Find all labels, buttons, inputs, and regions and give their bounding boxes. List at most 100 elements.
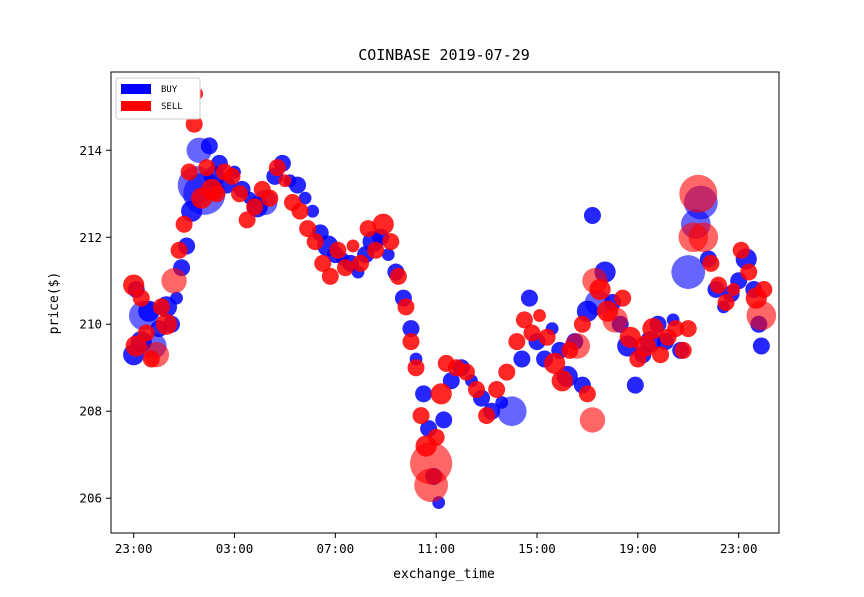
sell-point	[137, 324, 155, 342]
sell-point	[614, 289, 632, 307]
sell-point	[268, 159, 286, 177]
sell-point	[710, 276, 728, 294]
legend: BUY SELL	[115, 77, 201, 120]
x-tick-label: 11:00	[417, 541, 455, 556]
sell-point	[578, 385, 596, 403]
sell-point	[579, 407, 606, 433]
sell-point	[430, 383, 452, 405]
buy-point	[520, 289, 538, 307]
sell-point	[175, 215, 193, 233]
sell-point	[679, 320, 697, 338]
sell-point	[508, 333, 526, 351]
sell-point	[589, 278, 611, 301]
sell-point	[740, 263, 758, 281]
sell-point	[299, 220, 317, 238]
x-axis-label: exchange_time	[393, 567, 495, 582]
x-tick-label: 19:00	[619, 541, 657, 556]
sell-point	[478, 407, 496, 425]
sell-point	[346, 239, 360, 253]
sell-point	[382, 233, 400, 251]
buy-point	[513, 350, 531, 368]
sell-point	[132, 289, 150, 307]
sell-point	[667, 320, 685, 338]
sell-point	[755, 280, 773, 298]
sell-point	[198, 159, 216, 177]
legend-label-buy: BUY	[161, 85, 178, 95]
sell-point	[679, 174, 718, 213]
sell-point	[152, 298, 170, 316]
y-axis: 206 208 210 212 214	[79, 143, 111, 506]
sell-point	[367, 241, 385, 259]
sell-point	[515, 311, 533, 329]
sell-point	[732, 241, 750, 259]
sell-point	[261, 189, 279, 207]
sell-point	[573, 315, 591, 333]
sell-point	[238, 211, 256, 229]
sell-point	[544, 352, 566, 374]
buy-point	[626, 376, 644, 394]
sell-point	[727, 283, 741, 296]
sell-point	[161, 268, 187, 294]
sell-point	[402, 333, 420, 351]
buy-point	[415, 385, 433, 403]
buy-point	[381, 248, 395, 262]
sell-point	[359, 220, 377, 238]
sell-point	[142, 350, 160, 368]
sell-point	[278, 174, 292, 188]
buy-point	[402, 320, 420, 338]
buy-point	[671, 255, 706, 289]
sell-point	[407, 359, 425, 377]
sell-point	[717, 294, 735, 311]
sell-point	[561, 341, 579, 359]
buy-point	[170, 291, 183, 305]
sell-point	[180, 163, 198, 181]
x-axis: 23:00 03:00 07:00 11:00 15:00 19:00 23:00	[115, 533, 758, 556]
sell-point	[688, 222, 719, 253]
sell-point	[629, 350, 647, 368]
buy-point	[583, 207, 601, 225]
x-tick-label: 07:00	[317, 541, 355, 556]
sell-point	[185, 115, 203, 133]
sell-point	[488, 380, 506, 398]
buy-point	[306, 204, 320, 218]
sell-point	[702, 254, 720, 272]
buy-point	[200, 137, 218, 155]
sell-point	[468, 380, 486, 398]
sell-point	[231, 185, 249, 203]
sell-point	[498, 363, 516, 381]
plot-frame	[110, 71, 780, 534]
sell-point	[389, 267, 407, 285]
sell-point	[306, 233, 324, 251]
sell-point	[329, 241, 347, 259]
sell-point	[291, 202, 309, 220]
x-tick-label: 15:00	[518, 541, 556, 556]
sell-point	[170, 241, 188, 259]
buy-point	[435, 411, 453, 429]
sell-point	[155, 313, 178, 335]
sell-point	[246, 198, 264, 216]
x-tick-label: 03:00	[216, 541, 254, 556]
y-tick-label: 212	[79, 230, 102, 245]
sell-point	[523, 324, 541, 342]
buy-point	[495, 396, 509, 409]
sell-point	[321, 267, 339, 285]
sell-series	[123, 87, 777, 503]
sell-point	[397, 298, 415, 316]
x-tick-label: 23:00	[720, 541, 758, 556]
sell-point	[551, 370, 573, 392]
legend-swatch-sell	[121, 101, 151, 111]
sell-point	[336, 259, 354, 277]
buy-point	[298, 191, 312, 205]
sell-point	[208, 185, 226, 203]
chart-title: COINBASE 2019-07-29	[358, 46, 530, 64]
sell-point	[596, 300, 619, 322]
y-tick-label: 214	[79, 143, 102, 158]
sell-point	[372, 213, 394, 235]
legend-swatch-buy	[121, 84, 151, 94]
sell-point	[352, 254, 370, 272]
sell-point	[427, 428, 445, 446]
y-axis-label: price($)	[47, 272, 62, 335]
x-tick-label: 23:00	[115, 541, 153, 556]
sell-point	[314, 254, 332, 272]
